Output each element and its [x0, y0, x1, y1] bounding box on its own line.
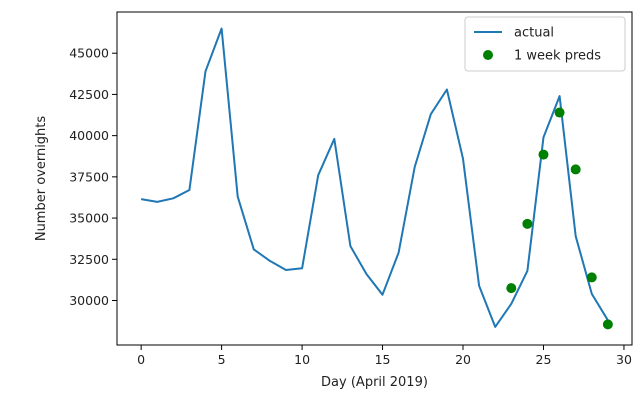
- axes-frame: [116, 11, 633, 346]
- y-tick-label: 40000: [69, 128, 109, 143]
- legend: actual 1 week preds: [464, 16, 626, 72]
- prediction-point: [602, 319, 613, 330]
- y-tick-label: 42500: [69, 87, 109, 102]
- x-tick-label: 0: [137, 352, 145, 367]
- axis-ticks: 0 5 10 15 20 25 30 30000 32500 35000 37500 40000 425…: [69, 46, 632, 367]
- x-tick-label: 5: [218, 352, 226, 367]
- x-tick-label: 25: [536, 352, 552, 367]
- x-tick-label: 20: [455, 352, 471, 367]
- y-tick-label: 37500: [69, 169, 109, 184]
- prediction-point: [570, 164, 581, 175]
- y-tick-label: 30000: [69, 293, 109, 308]
- legend-marker-swatch: [483, 50, 493, 60]
- plot-area: [140, 27, 613, 330]
- legend-entry-actual: actual: [514, 26, 554, 41]
- y-tick-label: 35000: [69, 211, 109, 226]
- y-axis-label: Number overnights: [34, 116, 49, 242]
- prediction-point: [522, 218, 533, 229]
- x-tick-label: 10: [294, 352, 310, 367]
- x-axis-label: Day (April 2019): [321, 375, 428, 390]
- prediction-point: [586, 272, 597, 283]
- x-tick-label: 15: [375, 352, 391, 367]
- legend-box: [464, 16, 626, 72]
- prediction-point: [554, 107, 565, 118]
- prediction-point: [506, 283, 517, 294]
- y-tick-label: 32500: [69, 252, 109, 267]
- legend-entry-1-week-preds: 1 week preds: [514, 49, 601, 64]
- x-tick-label: 30: [616, 352, 632, 367]
- series-line-actual: [140, 27, 609, 328]
- prediction-point: [538, 149, 549, 160]
- y-tick-label: 45000: [69, 46, 109, 61]
